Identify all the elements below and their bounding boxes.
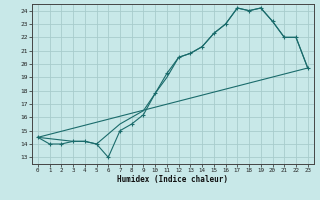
X-axis label: Humidex (Indice chaleur): Humidex (Indice chaleur) — [117, 175, 228, 184]
